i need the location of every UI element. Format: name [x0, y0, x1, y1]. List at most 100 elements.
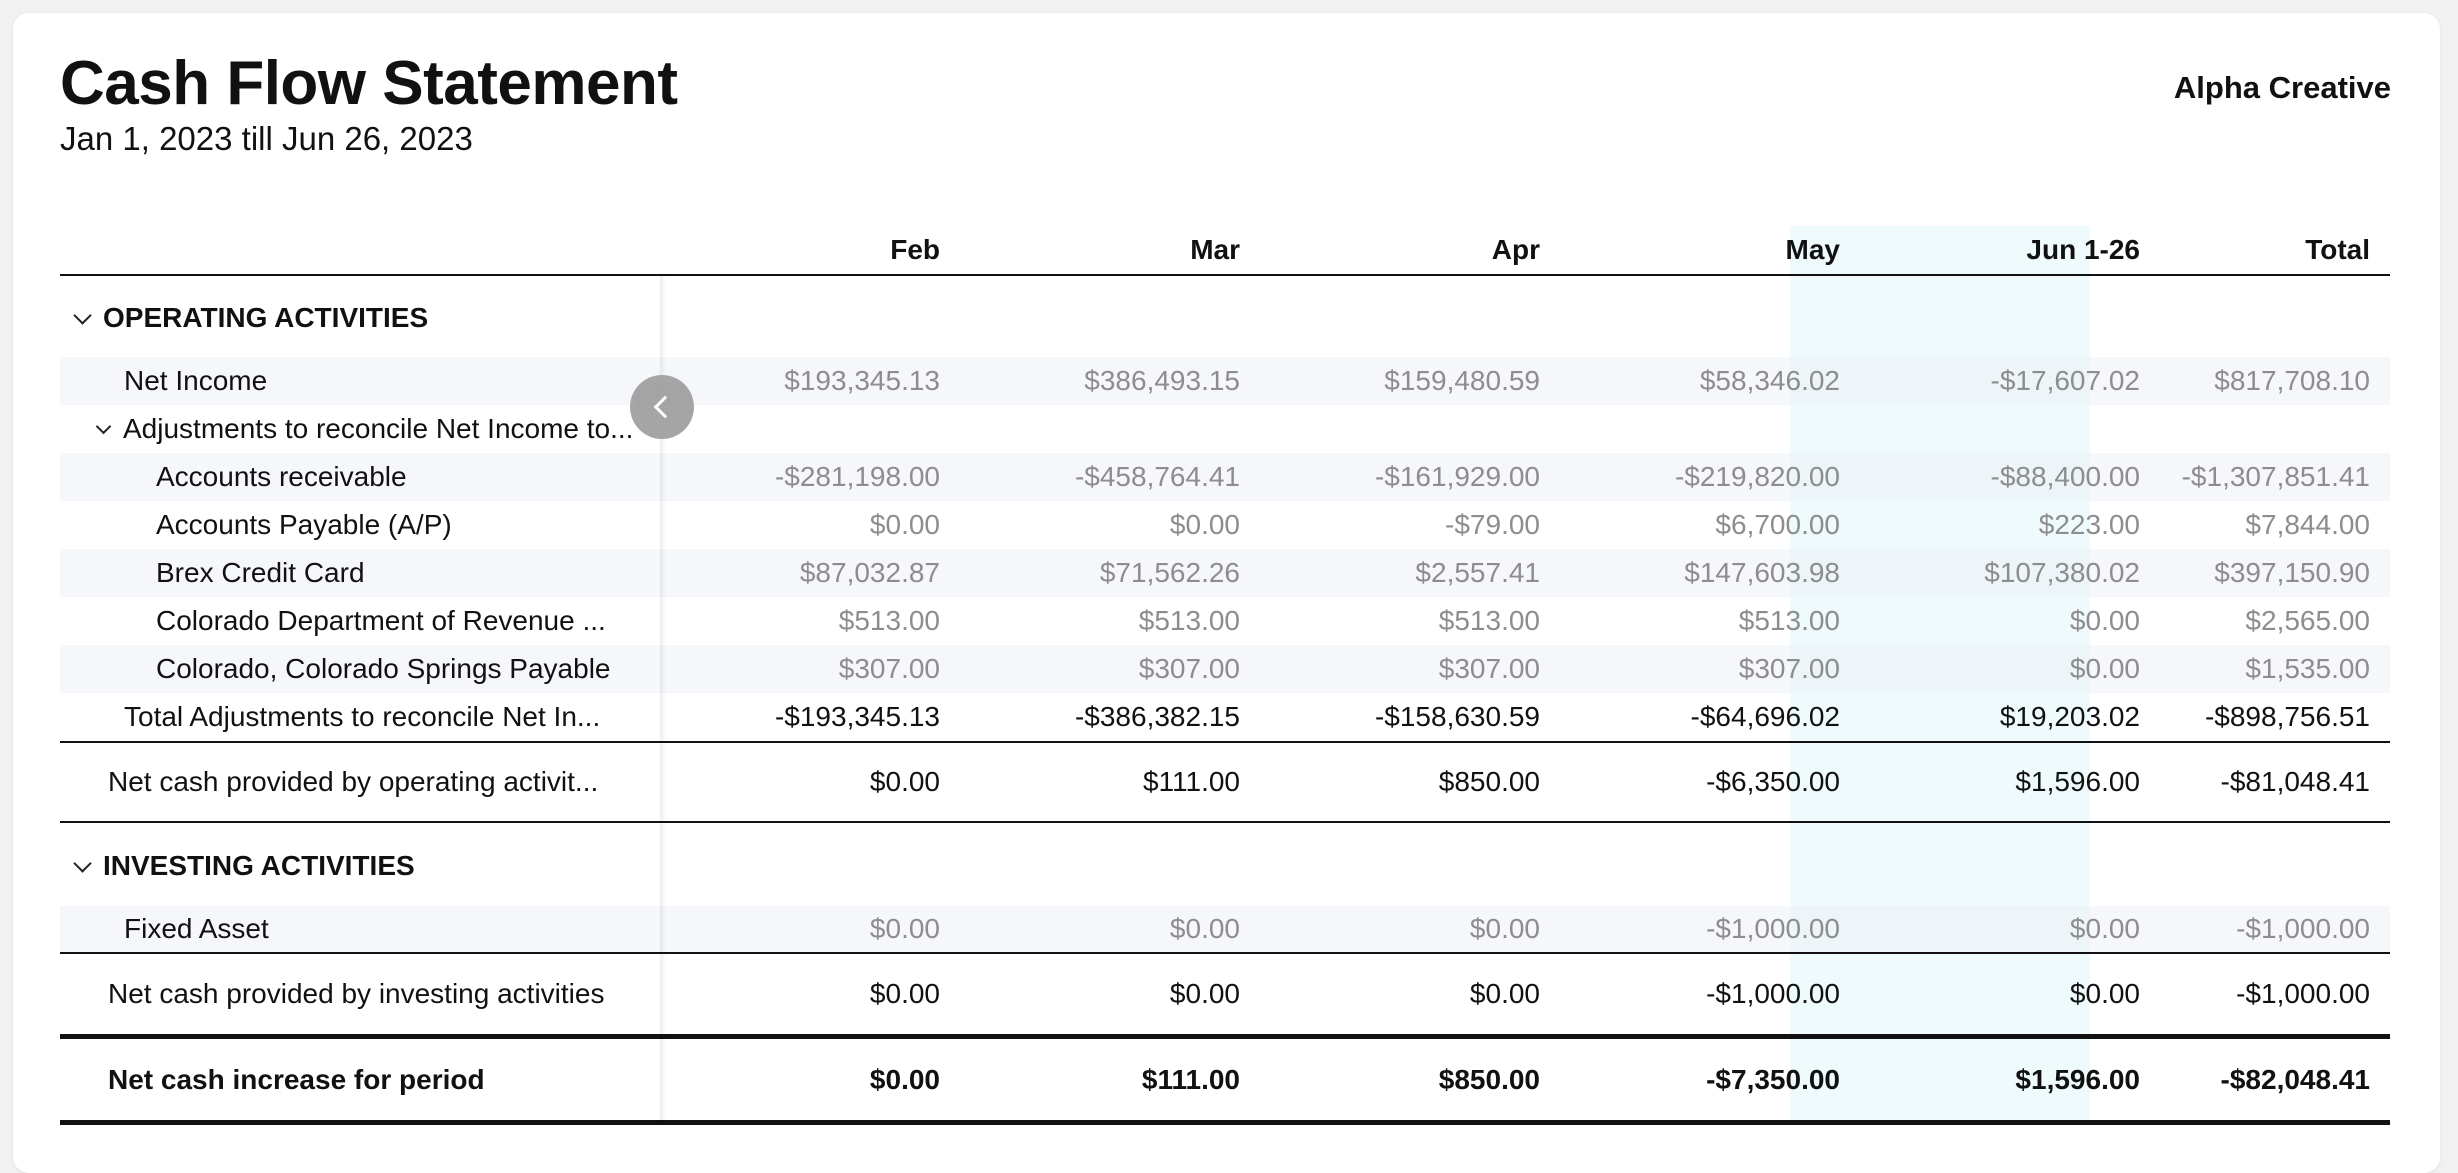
cell-may[interactable]: $6,700.00	[1715, 509, 1840, 540]
cell-jun[interactable]: $19,203.02	[1999, 701, 2140, 732]
page-title: Cash Flow Statement	[60, 49, 678, 118]
cell-may[interactable]: -$64,696.02	[1690, 701, 1840, 732]
cell-feb[interactable]: $0.00	[869, 509, 940, 540]
cell-apr[interactable]: $2,557.41	[1415, 557, 1540, 588]
cell-apr[interactable]: $307.00	[1438, 653, 1540, 684]
column-header-row: Feb Mar Apr May Jun 1-26 Total	[60, 226, 2390, 274]
grand-total-bottom-border	[60, 1120, 2390, 1125]
cell-total[interactable]: -$81,048.41	[2220, 766, 2370, 797]
cell-apr[interactable]: $850.00	[1438, 1063, 1540, 1095]
cell-apr[interactable]: $850.00	[1438, 766, 1540, 797]
cell-feb[interactable]: -$281,198.00	[774, 461, 940, 492]
cell-feb[interactable]: $307.00	[838, 653, 940, 684]
chevron-down-icon[interactable]	[73, 853, 92, 873]
cell-mar[interactable]: -$386,382.15	[1074, 701, 1240, 732]
row-label: Net cash provided by operating activit..…	[108, 766, 599, 797]
cell-total[interactable]: $7,844.00	[2245, 509, 2370, 540]
cell-feb[interactable]: $0.00	[869, 766, 940, 797]
chevron-down-icon[interactable]	[73, 305, 92, 325]
cell-feb[interactable]: $0.00	[869, 1063, 940, 1095]
cell-mar[interactable]: $0.00	[1169, 509, 1240, 540]
cell-feb[interactable]: $0.00	[869, 978, 940, 1009]
column-header-total[interactable]: Total	[2305, 234, 2370, 265]
cell-feb[interactable]: -$193,345.13	[774, 701, 940, 732]
row-label: Net cash increase for period	[108, 1063, 485, 1095]
cell-total[interactable]: -$82,048.41	[2220, 1063, 2370, 1095]
column-header-apr[interactable]: Apr	[1491, 234, 1540, 265]
cell-jun[interactable]: $107,380.02	[1984, 557, 2140, 588]
cell-mar[interactable]: $71,562.26	[1099, 557, 1240, 588]
cell-total[interactable]: -$898,756.51	[2204, 701, 2370, 732]
cell-apr[interactable]: -$79.00	[1445, 509, 1540, 540]
row-label: Total Adjustments to reconcile Net In...	[124, 701, 601, 732]
cell-jun[interactable]: $0.00	[2069, 653, 2140, 684]
cell-apr[interactable]: -$158,630.59	[1374, 701, 1540, 732]
group-header-adjustments[interactable]: Adjustments to reconcile Net Income to..…	[60, 405, 2390, 453]
table-row: Colorado Department of Revenue ... $513.…	[60, 597, 2390, 645]
table-row: Accounts Payable (A/P) $0.00 $0.00 -$79.…	[60, 501, 2390, 549]
cell-feb[interactable]: $513.00	[838, 605, 940, 636]
cell-may[interactable]: -$1,000.00	[1706, 913, 1840, 944]
cell-may[interactable]: $513.00	[1738, 605, 1840, 636]
table-row: Accounts receivable -$281,198.00 -$458,7…	[60, 453, 2390, 501]
column-header-may[interactable]: May	[1785, 234, 1840, 265]
cell-mar[interactable]: $307.00	[1138, 653, 1240, 684]
cell-may[interactable]: -$7,350.00	[1706, 1063, 1840, 1095]
cell-total[interactable]: $397,150.90	[2214, 557, 2370, 588]
cell-apr[interactable]: $0.00	[1469, 913, 1540, 944]
section-header-investing[interactable]: INVESTING ACTIVITIES	[60, 838, 2390, 894]
net-cash-investing-row: Net cash provided by investing activitie…	[60, 954, 2390, 1034]
cell-mar[interactable]: $0.00	[1169, 978, 1240, 1009]
cell-total[interactable]: -$1,307,851.41	[2181, 461, 2370, 492]
cell-apr[interactable]: $513.00	[1438, 605, 1540, 636]
date-range: Jan 1, 2023 till Jun 26, 2023	[60, 120, 473, 157]
cell-total[interactable]: $1,535.00	[2245, 653, 2370, 684]
column-header-feb[interactable]: Feb	[890, 234, 940, 265]
cell-jun[interactable]: $1,596.00	[2015, 1063, 2140, 1095]
header-divider	[60, 274, 2390, 276]
cell-total[interactable]: $2,565.00	[2245, 605, 2370, 636]
table-row: Net Income $193,345.13 $386,493.15 $159,…	[60, 357, 2390, 405]
cell-mar[interactable]: $386,493.15	[1084, 365, 1240, 396]
cell-total[interactable]: -$1,000.00	[2236, 913, 2370, 944]
cell-apr[interactable]: -$161,929.00	[1374, 461, 1540, 492]
cell-may[interactable]: $307.00	[1738, 653, 1840, 684]
row-label: Net cash provided by investing activitie…	[108, 978, 605, 1009]
cell-jun[interactable]: $0.00	[2069, 605, 2140, 636]
scroll-left-button[interactable]	[630, 375, 694, 439]
cell-mar[interactable]: $0.00	[1169, 913, 1240, 944]
cell-mar[interactable]: -$458,764.41	[1074, 461, 1240, 492]
section-title-operating: OPERATING ACTIVITIES	[103, 302, 429, 333]
cell-jun[interactable]: -$17,607.02	[1990, 365, 2140, 396]
cell-may[interactable]: -$6,350.00	[1706, 766, 1840, 797]
cell-total[interactable]: $817,708.10	[2214, 365, 2370, 396]
row-label: Accounts receivable	[156, 461, 407, 492]
row-label: Brex Credit Card	[156, 557, 365, 588]
cell-may[interactable]: $147,603.98	[1684, 557, 1840, 588]
cell-apr[interactable]: $159,480.59	[1384, 365, 1540, 396]
row-label: Colorado Department of Revenue ...	[156, 605, 606, 636]
cell-jun[interactable]: $0.00	[2069, 978, 2140, 1009]
cell-may[interactable]: -$219,820.00	[1674, 461, 1840, 492]
cell-jun[interactable]: $223.00	[2038, 509, 2140, 540]
table-row: Colorado, Colorado Springs Payable $307.…	[60, 645, 2390, 693]
cell-feb[interactable]: $0.00	[869, 913, 940, 944]
cell-jun[interactable]: -$88,400.00	[1990, 461, 2140, 492]
chevron-down-icon[interactable]	[95, 418, 112, 434]
cell-may[interactable]: $58,346.02	[1699, 365, 1840, 396]
column-header-jun[interactable]: Jun 1-26	[2026, 234, 2140, 265]
cell-total[interactable]: -$1,000.00	[2236, 978, 2370, 1009]
cell-jun[interactable]: $0.00	[2069, 913, 2140, 944]
cell-feb[interactable]: $87,032.87	[799, 557, 940, 588]
cell-feb[interactable]: $193,345.13	[784, 365, 940, 396]
cell-jun[interactable]: $1,596.00	[2015, 766, 2140, 797]
cell-mar[interactable]: $111.00	[1142, 766, 1240, 797]
cell-mar[interactable]: $111.00	[1141, 1063, 1240, 1095]
total-adjustments-row: Total Adjustments to reconcile Net In...…	[60, 693, 2390, 741]
section-title-investing: INVESTING ACTIVITIES	[103, 850, 415, 881]
column-header-mar[interactable]: Mar	[1190, 234, 1240, 265]
cell-mar[interactable]: $513.00	[1138, 605, 1240, 636]
cell-apr[interactable]: $0.00	[1469, 978, 1540, 1009]
section-header-operating[interactable]: OPERATING ACTIVITIES	[60, 290, 2390, 346]
cell-may[interactable]: -$1,000.00	[1706, 978, 1840, 1009]
